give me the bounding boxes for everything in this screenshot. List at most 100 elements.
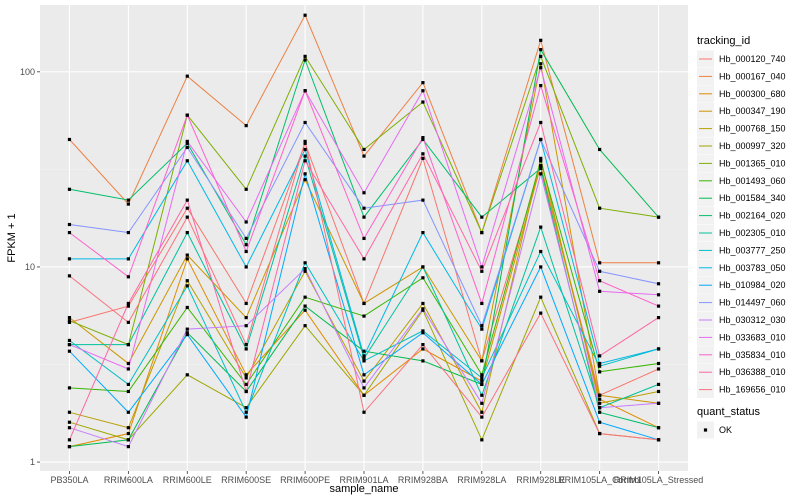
shape-legend-key-point bbox=[703, 428, 708, 432]
data-point bbox=[244, 410, 248, 414]
data-point bbox=[244, 301, 248, 306]
legend-label: Hb_000768_150 bbox=[719, 124, 786, 134]
data-point bbox=[185, 257, 189, 261]
x-axis-title: sample_name bbox=[329, 483, 398, 495]
data-point bbox=[598, 370, 602, 374]
data-point bbox=[303, 172, 307, 176]
legend-label: Hb_003777_250 bbox=[719, 245, 786, 255]
data-point bbox=[67, 274, 72, 278]
data-point bbox=[362, 354, 366, 358]
data-point bbox=[185, 145, 189, 149]
x-tick-label: RRIM600LE bbox=[163, 475, 212, 485]
legend-label: Hb_010984_020 bbox=[719, 280, 786, 290]
data-point bbox=[185, 141, 189, 145]
data-point bbox=[539, 120, 543, 125]
data-point bbox=[362, 191, 366, 195]
data-point bbox=[421, 331, 425, 335]
data-point bbox=[598, 289, 602, 293]
data-point bbox=[362, 257, 366, 261]
data-point bbox=[67, 338, 72, 343]
data-point bbox=[303, 295, 307, 299]
data-point bbox=[656, 361, 661, 366]
data-point bbox=[362, 154, 366, 158]
data-point bbox=[656, 215, 661, 219]
legend-item: Hb_001493_060 bbox=[697, 172, 786, 190]
data-point bbox=[539, 172, 543, 176]
x-tick-label: PB350LA bbox=[50, 475, 88, 485]
data-point bbox=[67, 222, 72, 227]
data-point bbox=[480, 373, 484, 377]
data-point bbox=[303, 147, 307, 152]
x-tick-label: RRIM105LA_Control bbox=[558, 475, 641, 485]
legend-item: Hb_030312_030 bbox=[697, 311, 786, 329]
data-point bbox=[421, 156, 425, 160]
data-point bbox=[480, 359, 484, 363]
data-point bbox=[539, 47, 543, 52]
data-point bbox=[67, 342, 72, 347]
data-point bbox=[362, 314, 366, 318]
shape-legend-items: OK bbox=[697, 421, 732, 439]
x-tick-label: RRIM600LA bbox=[104, 475, 153, 485]
data-point bbox=[539, 62, 543, 66]
data-point bbox=[421, 81, 425, 85]
legend-item: Hb_002164_020 bbox=[697, 207, 786, 225]
data-point bbox=[185, 333, 189, 337]
legend-label: Hb_035834_010 bbox=[719, 350, 786, 360]
data-point bbox=[421, 100, 425, 104]
data-point bbox=[126, 230, 130, 235]
data-point bbox=[67, 137, 72, 142]
data-point bbox=[598, 431, 602, 436]
legend-item: Hb_010984_020 bbox=[697, 276, 786, 294]
data-point bbox=[539, 54, 543, 58]
data-point bbox=[598, 206, 602, 210]
shape-legend-title: quant_status bbox=[697, 406, 760, 418]
data-point bbox=[185, 215, 189, 219]
data-point bbox=[126, 445, 130, 449]
data-point bbox=[126, 426, 130, 430]
data-point bbox=[598, 147, 602, 152]
legend-label: Hb_000120_740 bbox=[719, 54, 786, 64]
data-point bbox=[421, 136, 425, 140]
data-point bbox=[421, 276, 425, 280]
data-point bbox=[656, 389, 661, 394]
data-point bbox=[126, 304, 130, 308]
data-point bbox=[244, 265, 248, 269]
data-point bbox=[421, 89, 425, 93]
data-point bbox=[67, 230, 72, 235]
data-point bbox=[539, 295, 543, 299]
data-point bbox=[244, 249, 248, 254]
data-point bbox=[67, 320, 72, 324]
legend-item: Hb_000300_680 bbox=[697, 85, 786, 103]
data-point bbox=[303, 141, 307, 145]
data-point bbox=[480, 379, 484, 383]
data-point bbox=[598, 397, 602, 401]
data-point bbox=[539, 164, 543, 168]
data-point bbox=[126, 320, 130, 324]
legend-item: Hb_035834_010 bbox=[697, 346, 786, 364]
legend-label: Hb_000997_320 bbox=[719, 141, 786, 151]
data-point bbox=[362, 206, 366, 210]
data-point bbox=[362, 386, 366, 390]
data-point bbox=[185, 253, 189, 257]
data-point bbox=[244, 124, 248, 128]
data-point bbox=[598, 261, 602, 265]
data-point bbox=[126, 382, 130, 387]
legend: tracking_id Hb_000120_740Hb_000167_040Hb… bbox=[697, 35, 786, 439]
data-point bbox=[656, 367, 661, 371]
data-point bbox=[303, 139, 307, 143]
x-tick-label: RRIM928LA bbox=[457, 475, 506, 485]
data-point bbox=[303, 154, 307, 158]
data-point bbox=[539, 83, 543, 88]
data-point bbox=[303, 267, 307, 271]
data-point bbox=[244, 236, 248, 241]
data-point bbox=[244, 342, 248, 347]
data-point bbox=[67, 445, 72, 449]
data-point bbox=[126, 342, 130, 347]
legend-item: Hb_000997_320 bbox=[697, 137, 786, 155]
data-point bbox=[303, 13, 307, 17]
data-point bbox=[480, 382, 484, 387]
data-point bbox=[67, 319, 72, 323]
legend-label: Hb_001584_340 bbox=[719, 193, 786, 203]
data-point bbox=[244, 324, 248, 328]
legend-item: Hb_000120_740 bbox=[697, 50, 786, 68]
